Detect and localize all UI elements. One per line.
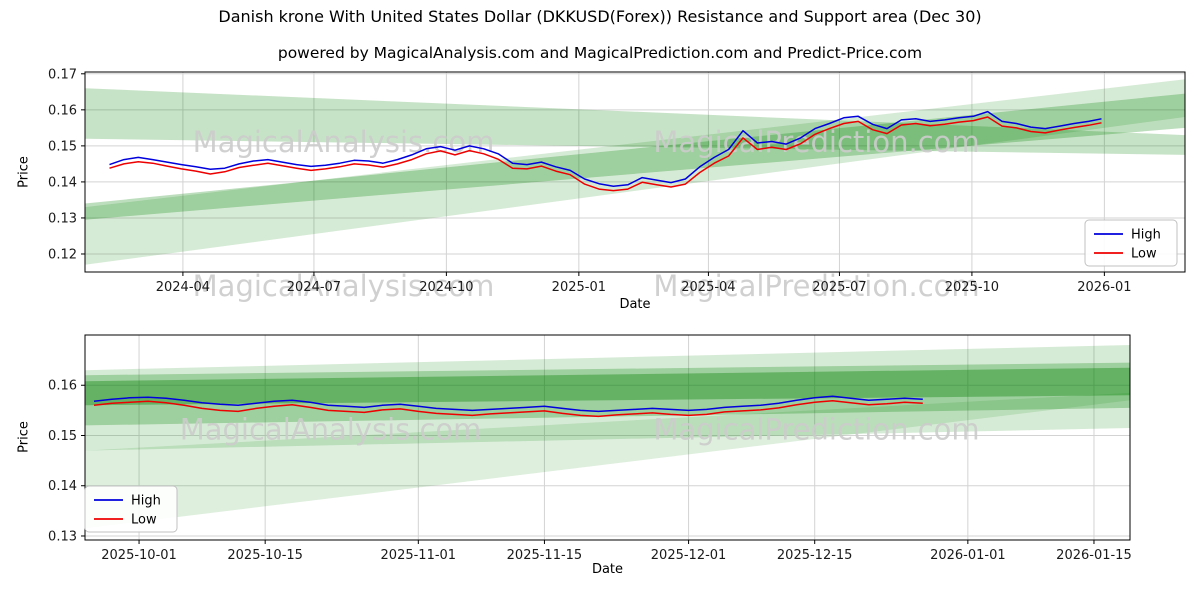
svg-text:MagicalAnalysis.com: MagicalAnalysis.com (193, 125, 495, 159)
svg-text:0.12: 0.12 (48, 247, 77, 262)
svg-text:0.13: 0.13 (48, 211, 77, 226)
svg-text:2025-04: 2025-04 (681, 280, 735, 295)
x-axis-label-overview: Date (619, 297, 651, 312)
svg-text:0.14: 0.14 (48, 479, 77, 494)
svg-text:High: High (131, 494, 161, 509)
svg-text:2025-12-01: 2025-12-01 (651, 548, 727, 563)
svg-text:MagicalPrediction.com: MagicalPrediction.com (653, 125, 979, 159)
svg-text:2025-11-01: 2025-11-01 (381, 548, 457, 563)
chart-subtitle: powered by MagicalAnalysis.com and Magic… (277, 44, 923, 62)
svg-text:Low: Low (1131, 247, 1157, 262)
svg-text:2025-12-15: 2025-12-15 (777, 548, 853, 563)
svg-text:MagicalPrediction.com: MagicalPrediction.com (653, 269, 979, 303)
x-axis-label-recent: Date (591, 562, 624, 577)
svg-text:2025-01: 2025-01 (552, 280, 606, 295)
svg-text:2026-01: 2026-01 (1077, 280, 1131, 295)
svg-text:MagicalAnalysis.com: MagicalAnalysis.com (180, 413, 482, 447)
svg-text:0.16: 0.16 (48, 379, 77, 394)
svg-text:MagicalPrediction.com: MagicalPrediction.com (653, 413, 979, 447)
svg-text:2025-10-15: 2025-10-15 (227, 548, 303, 563)
svg-text:2025-11-15: 2025-11-15 (507, 548, 583, 563)
svg-text:0.14: 0.14 (48, 175, 77, 190)
chart-title: Danish krone With United States Dollar (… (218, 7, 982, 26)
svg-text:0.15: 0.15 (48, 139, 77, 154)
svg-text:MagicalAnalysis.com: MagicalAnalysis.com (193, 269, 495, 303)
svg-text:Low: Low (131, 513, 157, 528)
svg-text:2026-01-01: 2026-01-01 (930, 548, 1006, 563)
svg-text:0.16: 0.16 (48, 103, 77, 118)
svg-text:High: High (1131, 228, 1161, 243)
svg-text:2025-10-01: 2025-10-01 (101, 548, 177, 563)
svg-text:0.17: 0.17 (48, 67, 77, 82)
svg-text:0.13: 0.13 (48, 529, 77, 544)
svg-text:2024-10: 2024-10 (419, 280, 473, 295)
svg-text:2026-01-15: 2026-01-15 (1056, 548, 1132, 563)
svg-text:2025-07: 2025-07 (812, 280, 866, 295)
svg-text:2025-10: 2025-10 (945, 280, 999, 295)
price-chart-overview: MagicalAnalysis.com MagicalPrediction.com… (48, 67, 1186, 303)
svg-text:2024-04: 2024-04 (156, 280, 210, 295)
svg-text:0.15: 0.15 (48, 429, 77, 444)
price-chart-recent: MagicalAnalysis.com MagicalPrediction.com… (48, 334, 1132, 563)
svg-text:2024-07: 2024-07 (287, 280, 341, 295)
